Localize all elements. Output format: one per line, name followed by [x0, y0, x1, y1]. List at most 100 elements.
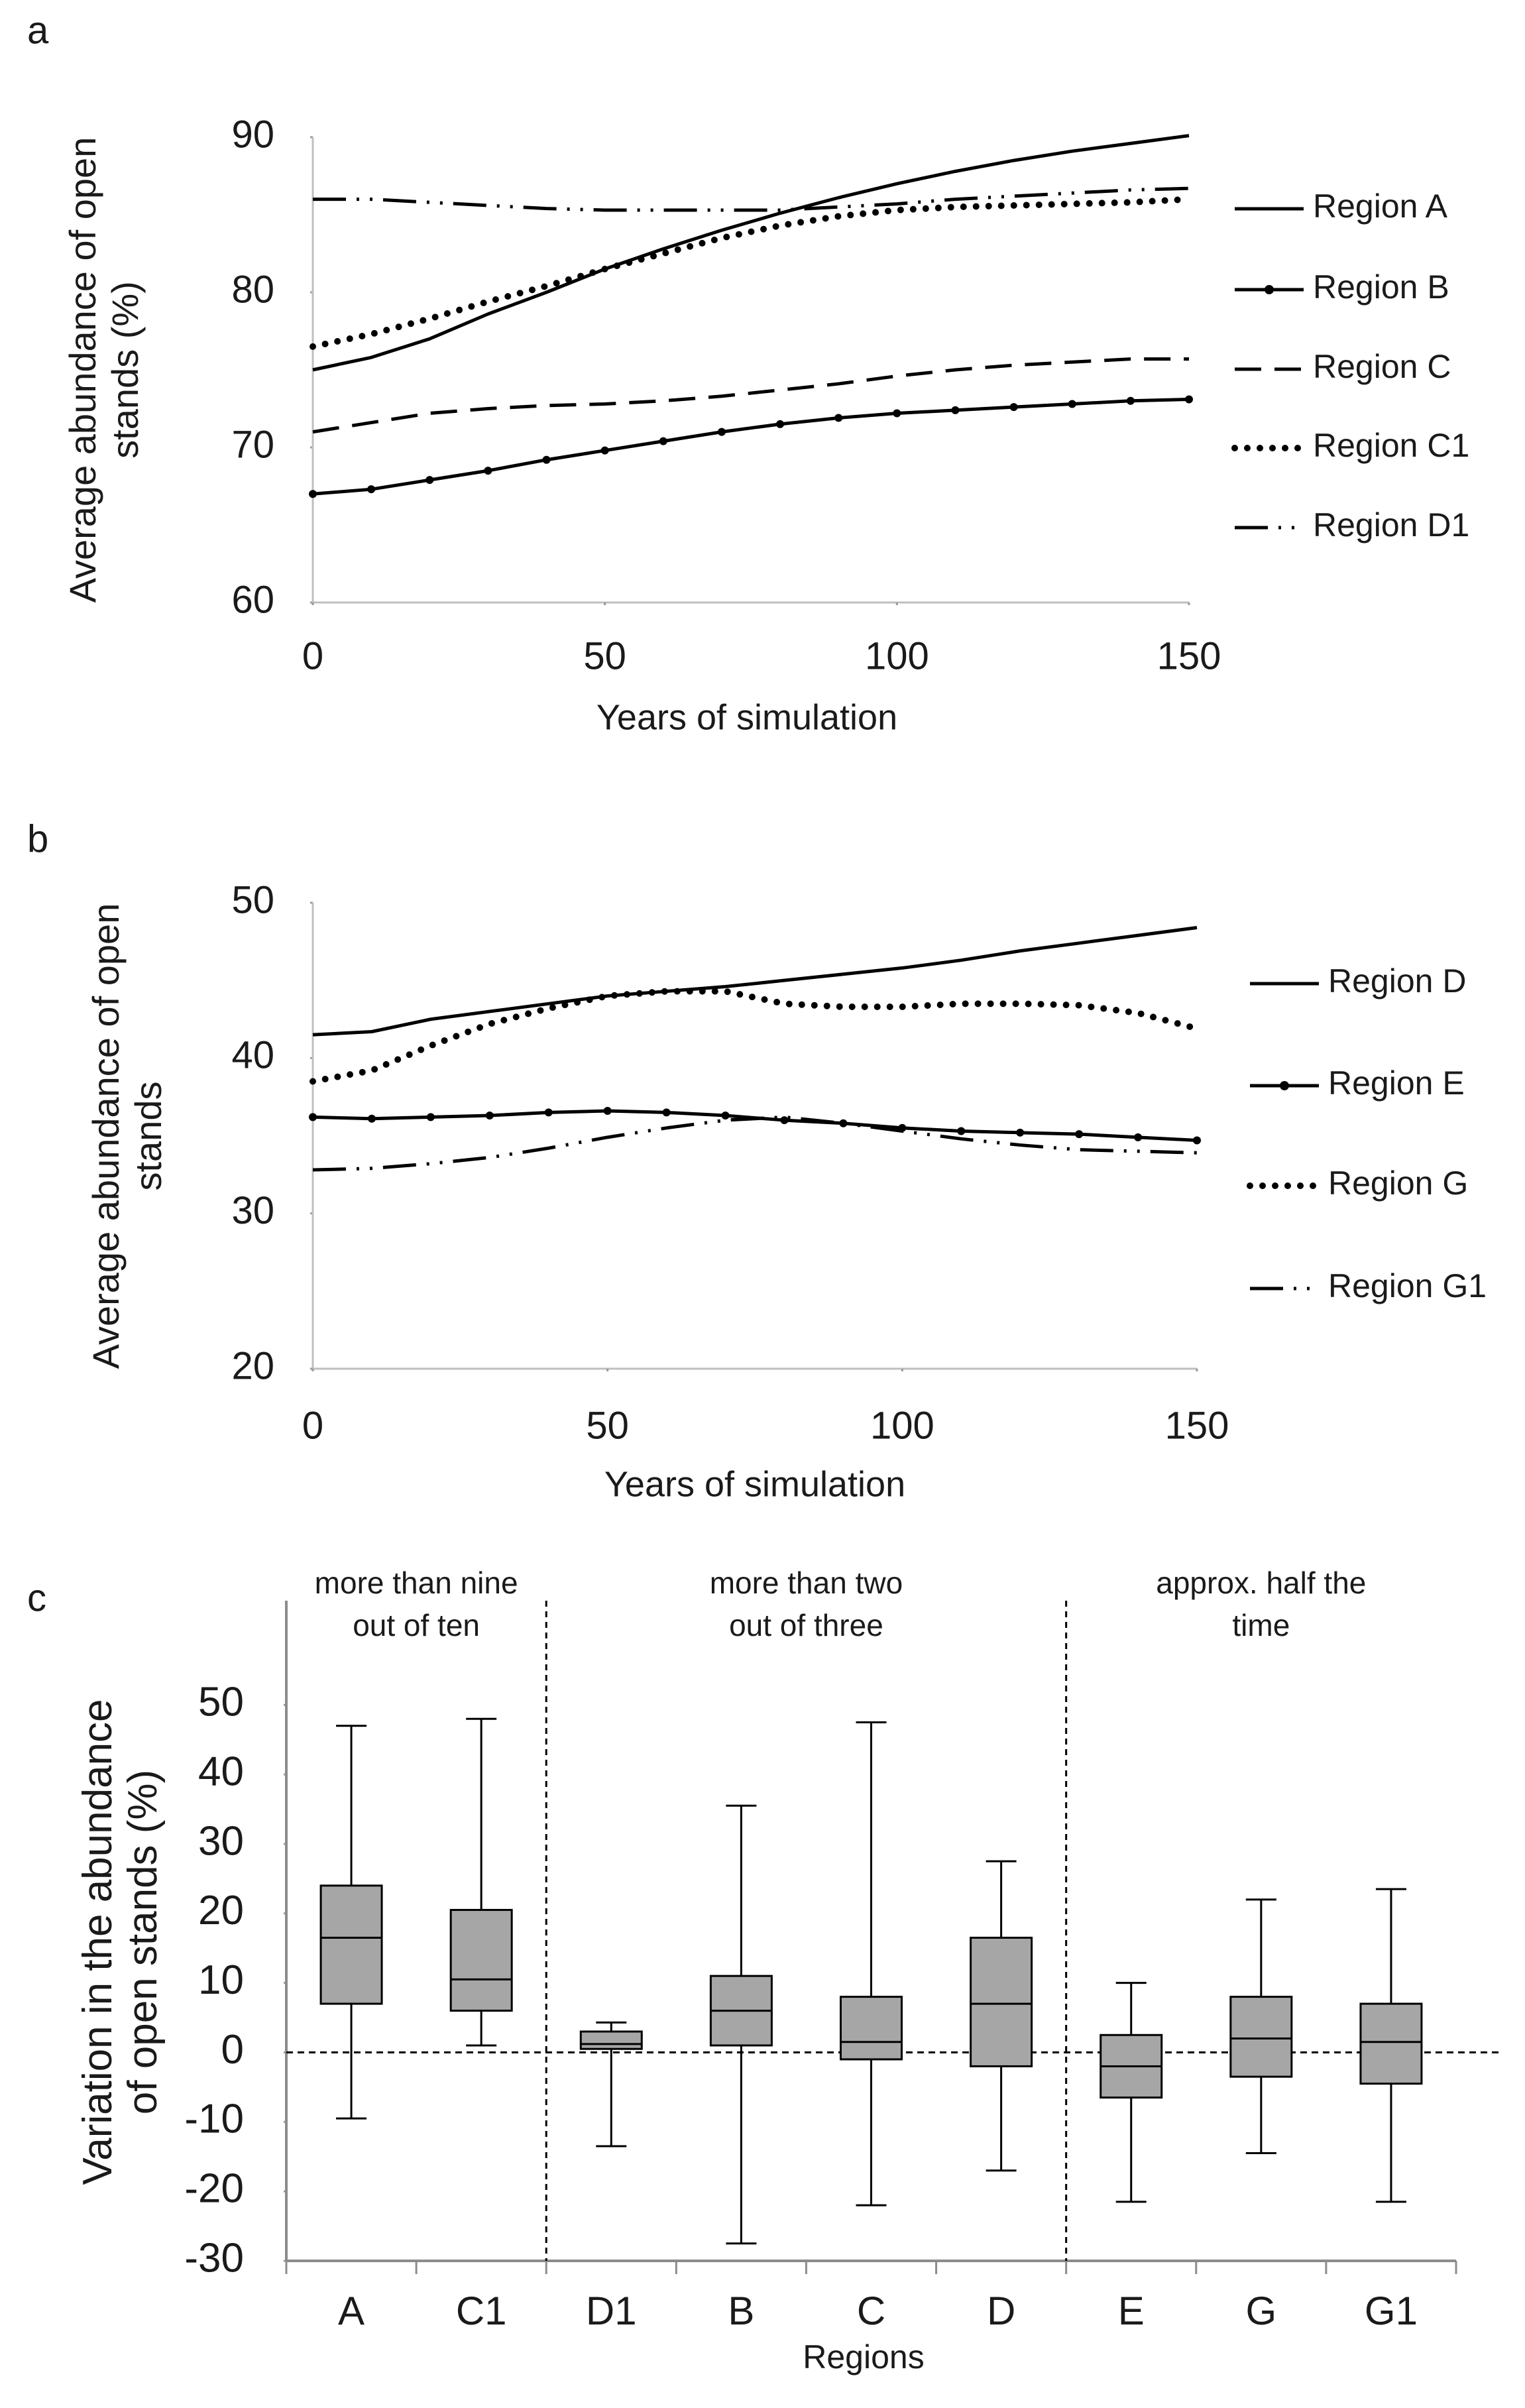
box	[970, 1936, 1033, 2067]
y-axis-label: Variation in the abundanceof open stands…	[75, 1699, 166, 2185]
y-tick-label: 50	[231, 878, 274, 921]
series-marker	[780, 1116, 789, 1125]
legend-label: Region C	[1313, 348, 1451, 385]
legend-label: Region E	[1328, 1064, 1465, 1102]
series-marker	[600, 446, 609, 455]
series-marker	[957, 1127, 966, 1135]
y-tick-label: 30	[198, 1818, 244, 1864]
legend-marker	[1280, 1081, 1289, 1090]
group-label: time	[1232, 1608, 1290, 1642]
series-marker	[659, 437, 667, 445]
y-tick-label: -10	[184, 2096, 244, 2142]
series-marker	[309, 490, 317, 498]
series-marker	[717, 428, 726, 436]
legend-label: Region C1	[1313, 427, 1469, 464]
series-marker	[367, 1114, 376, 1123]
legend-label: Region A	[1313, 188, 1448, 225]
x-tick-label: 50	[583, 634, 626, 677]
y-tick-label: 20	[231, 1344, 274, 1387]
y-axis-label-line: Average abundance of open	[85, 903, 127, 1369]
series-marker	[951, 406, 960, 414]
y-tick-label: 90	[231, 113, 274, 156]
group-label: more than nine	[315, 1566, 518, 1600]
x-axis-label: Years of simulation	[596, 697, 897, 737]
series-marker	[603, 1107, 612, 1116]
x-tick-label: 0	[302, 634, 323, 677]
series-marker	[544, 1108, 553, 1117]
box	[319, 1884, 383, 2005]
series-marker	[426, 1113, 435, 1121]
x-tick-label: C1	[456, 2289, 507, 2333]
y-axis-label-line: Variation in the abundance	[75, 1699, 121, 2185]
y-tick-label: 60	[231, 578, 274, 621]
legend-label: Region G1	[1328, 1267, 1487, 1304]
panel-label: a	[27, 9, 49, 52]
y-axis-label-line: stands (%)	[104, 281, 146, 459]
series-marker	[425, 476, 434, 485]
x-axis-label: Regions	[803, 2338, 924, 2376]
series-marker	[1193, 1136, 1201, 1145]
y-tick-label: 10	[198, 1957, 244, 2003]
box	[1359, 2002, 1423, 2085]
legend-label: Region G	[1328, 1165, 1468, 1202]
series-marker	[542, 455, 551, 464]
x-tick-label: G1	[1365, 2289, 1418, 2333]
y-tick-label: 70	[231, 423, 274, 466]
x-tick-label: B	[728, 2289, 754, 2333]
series-marker	[1075, 1130, 1084, 1139]
series-marker	[721, 1112, 730, 1120]
series-line	[312, 357, 1189, 434]
y-axis-label-line: Average abundance of open	[62, 137, 103, 603]
legend-label: Region D1	[1313, 506, 1469, 544]
series-line	[312, 926, 1198, 1037]
y-tick-label: 40	[198, 1749, 244, 1794]
legend-label: Region D	[1328, 962, 1466, 1000]
box	[449, 1909, 513, 2012]
box	[579, 2030, 643, 2050]
series-marker	[1009, 403, 1018, 412]
y-tick-label: 0	[221, 2027, 244, 2073]
x-tick-label: 150	[1157, 634, 1221, 677]
legend-marker	[1265, 285, 1274, 294]
x-tick-label: E	[1118, 2289, 1145, 2333]
series-marker	[893, 409, 901, 418]
series-marker	[1134, 1133, 1143, 1141]
series-line	[312, 397, 1190, 496]
series-line	[312, 1109, 1198, 1143]
series-line	[310, 988, 1200, 1085]
series-line	[312, 1115, 1198, 1172]
x-tick-label: 0	[302, 1404, 323, 1447]
series-line	[312, 134, 1190, 372]
series-marker	[662, 1108, 671, 1117]
series-marker	[484, 467, 492, 475]
panel-label: c	[27, 1576, 46, 1619]
series-marker	[1126, 396, 1135, 405]
series-marker	[839, 1119, 848, 1127]
group-label: out of ten	[353, 1608, 480, 1642]
panel-label: b	[27, 817, 48, 860]
x-tick-label: D	[987, 2289, 1015, 2333]
y-tick-label: 30	[231, 1189, 274, 1232]
y-axis-label: Average abundance of openstands	[85, 903, 169, 1369]
y-tick-label: 40	[231, 1034, 274, 1077]
series-marker	[1016, 1128, 1025, 1137]
y-tick-label: -20	[184, 2166, 244, 2212]
legend-label: Region B	[1313, 268, 1449, 306]
y-axis-label: Average abundance of openstands (%)	[62, 137, 146, 603]
y-tick-label: 80	[231, 268, 274, 311]
series-marker	[776, 420, 785, 428]
group-label: out of three	[729, 1608, 883, 1642]
series-marker	[1185, 395, 1193, 404]
group-label: more than two	[710, 1566, 903, 1600]
series-marker	[834, 414, 843, 422]
x-axis-label: Years of simulation	[604, 1464, 905, 1504]
y-axis-label-line: of open stands (%)	[120, 1770, 166, 2114]
x-tick-label: C	[857, 2289, 885, 2333]
series-line	[313, 186, 1190, 212]
x-tick-label: 150	[1165, 1404, 1229, 1447]
y-tick-label: 20	[198, 1888, 244, 1933]
x-tick-label: 50	[586, 1404, 629, 1447]
x-tick-label: D1	[586, 2289, 637, 2333]
x-tick-label: 100	[870, 1404, 934, 1447]
